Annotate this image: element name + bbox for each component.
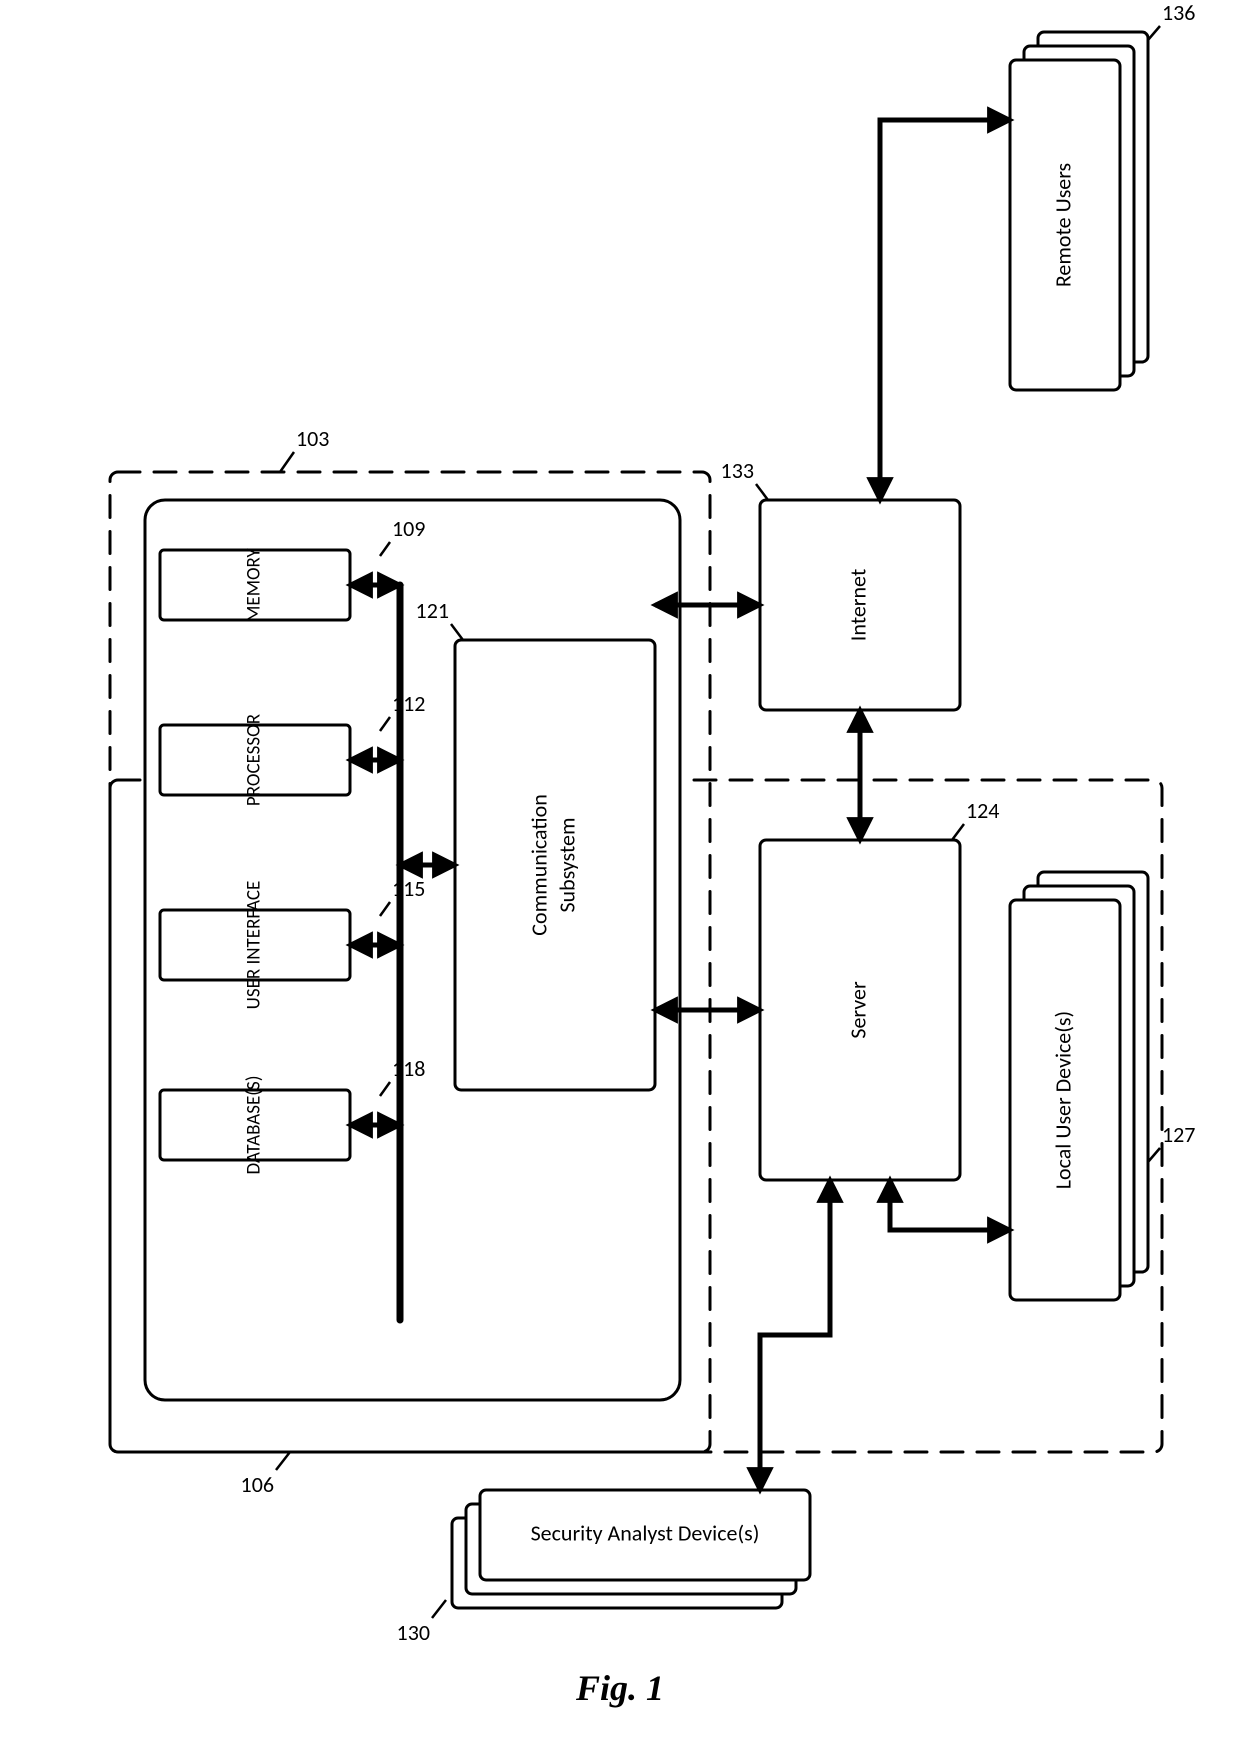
ref-103: 103 <box>280 425 329 472</box>
svg-text:130: 130 <box>397 1619 430 1646</box>
svg-text:Subsystem: Subsystem <box>553 817 580 912</box>
block-processor: PROCESSOR <box>160 713 350 806</box>
svg-text:124: 124 <box>966 797 999 824</box>
svg-text:DATABASE(S): DATABASE(S) <box>243 1075 266 1174</box>
svg-text:USER INTERFACE: USER INTERFACE <box>243 881 266 1010</box>
arrow-internet-remoteusers <box>880 120 1010 500</box>
ref-136: 136 <box>1148 0 1195 40</box>
ref-133: 133 <box>721 457 768 500</box>
svg-text:133: 133 <box>721 457 754 484</box>
svg-text:112: 112 <box>392 690 425 717</box>
svg-text:Communication: Communication <box>525 794 552 936</box>
svg-text:136: 136 <box>1162 0 1195 26</box>
svg-text:109: 109 <box>392 515 425 542</box>
svg-text:Local User Device(s): Local User Device(s) <box>1049 1011 1076 1189</box>
ref-106: 106 <box>241 1452 290 1498</box>
arrow-server-security <box>760 1180 830 1490</box>
svg-text:115: 115 <box>392 875 425 902</box>
svg-text:103: 103 <box>296 425 329 452</box>
block-db: DATABASE(S) <box>160 1075 350 1174</box>
arrow-server-localusers <box>890 1180 1010 1230</box>
svg-text:MEMORY: MEMORY <box>243 547 266 621</box>
block-memory: MEMORY <box>160 547 350 621</box>
remote-users: Remote Users <box>1010 32 1148 390</box>
ref-130: 130 <box>397 1600 446 1646</box>
svg-text:127: 127 <box>1162 1121 1195 1148</box>
ref-127: 127 <box>1148 1121 1195 1162</box>
svg-text:Security Analyst Device(s): Security Analyst Device(s) <box>531 1519 760 1546</box>
svg-text:Server: Server <box>844 981 871 1039</box>
svg-text:106: 106 <box>241 1471 274 1498</box>
ref-124: 124 <box>952 797 999 840</box>
security-analyst-devices <box>452 1490 810 1608</box>
svg-text:Internet: Internet <box>844 569 871 641</box>
local-user-devices: Local User Device(s) <box>1010 872 1148 1300</box>
figure-caption: Fig. 1 <box>575 1668 664 1708</box>
svg-text:Remote Users: Remote Users <box>1049 163 1076 287</box>
svg-text:121: 121 <box>416 597 449 624</box>
svg-text:PROCESSOR: PROCESSOR <box>243 713 266 806</box>
svg-text:118: 118 <box>392 1055 425 1082</box>
